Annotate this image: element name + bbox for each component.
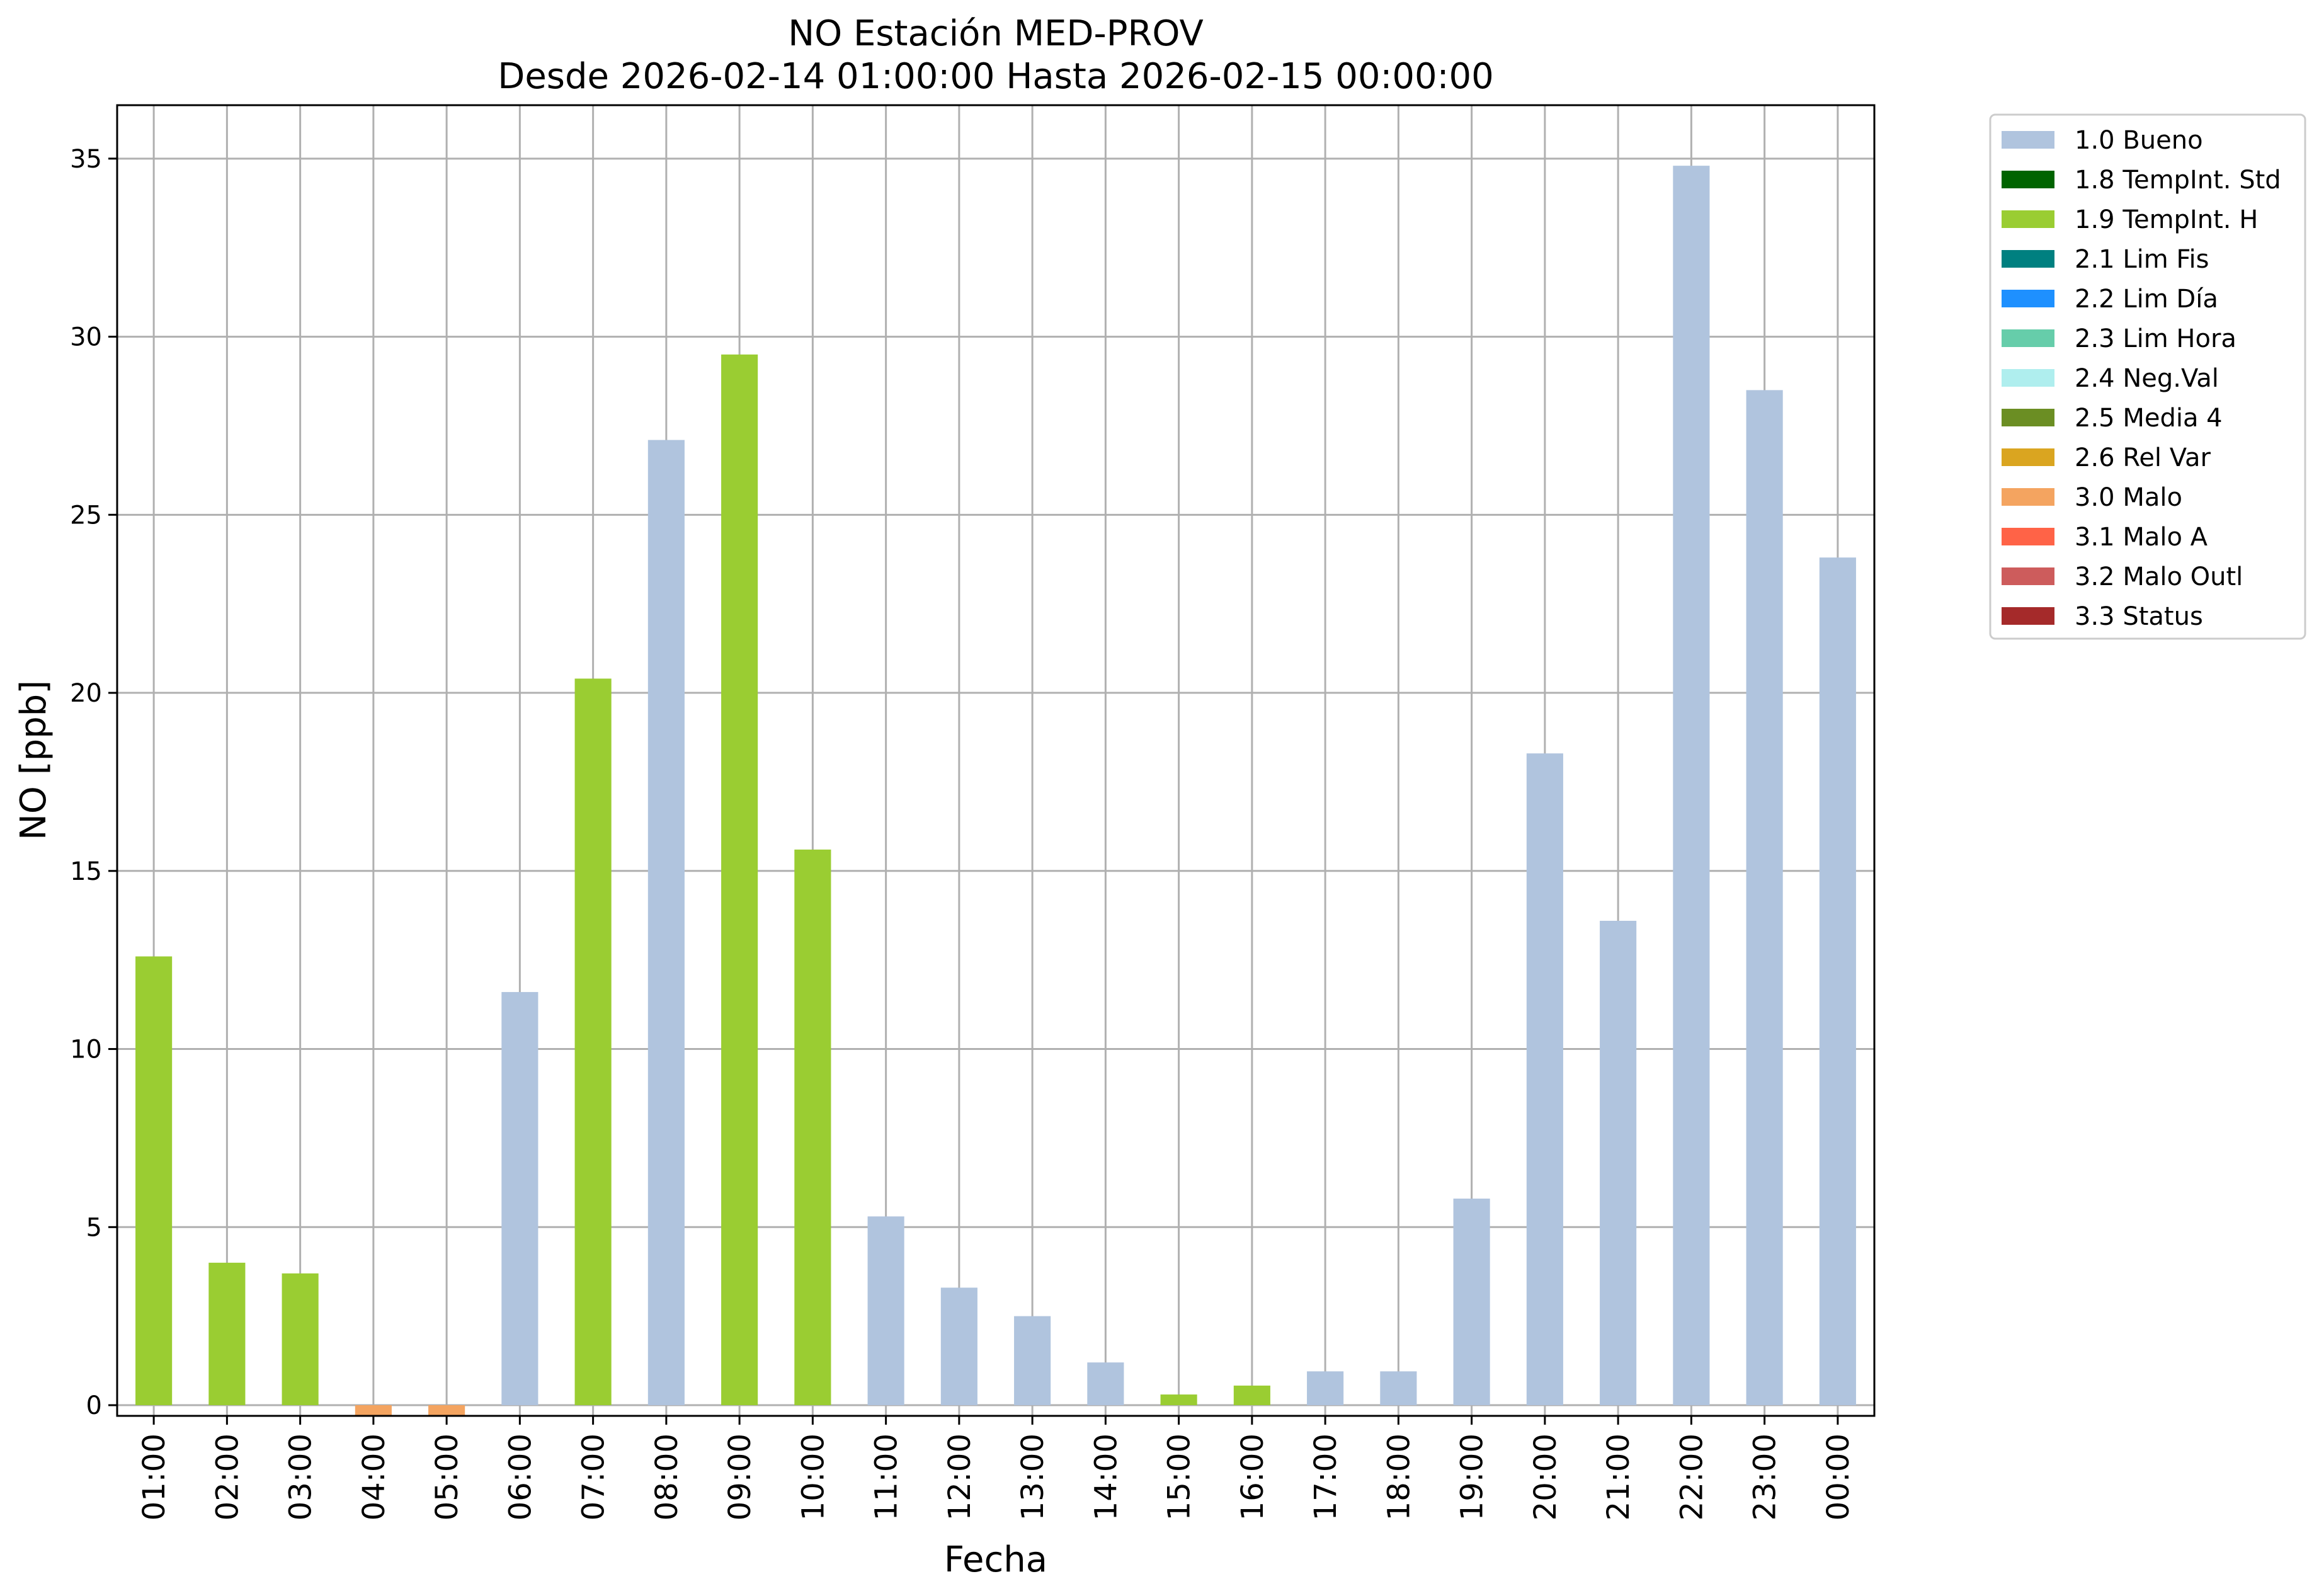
- x-tick-label: 02:00: [210, 1434, 245, 1520]
- bar-1300: [1014, 1316, 1051, 1406]
- legend-label: 3.3 Status: [2075, 602, 2203, 631]
- y-axis-label: NO [ppb]: [13, 680, 54, 840]
- y-tick-label: 30: [70, 323, 102, 352]
- chart-title: NO Estación MED-PROV: [788, 13, 1204, 54]
- bar-0700: [574, 678, 612, 1406]
- bar-1800: [1380, 1371, 1417, 1406]
- bar-2100: [1600, 920, 1637, 1406]
- y-tick-label: 15: [70, 857, 102, 886]
- legend-swatch: [2002, 409, 2054, 426]
- x-tick-label: 09:00: [722, 1434, 758, 1520]
- legend-swatch: [2002, 567, 2054, 585]
- x-tick-label: 16:00: [1235, 1434, 1270, 1520]
- bar-1400: [1087, 1362, 1124, 1406]
- legend-swatch: [2002, 329, 2054, 347]
- x-tick-label: 21:00: [1601, 1434, 1636, 1520]
- bar-0400: [355, 1405, 392, 1416]
- legend-swatch: [2002, 607, 2054, 625]
- legend-swatch: [2002, 528, 2054, 545]
- x-tick-label: 11:00: [869, 1434, 904, 1520]
- bar-0000: [1819, 557, 1856, 1406]
- y-tick-label: 35: [70, 145, 102, 174]
- legend-label: 2.3 Lim Hora: [2075, 324, 2236, 353]
- legend-swatch: [2002, 488, 2054, 506]
- x-tick-label: 07:00: [576, 1434, 612, 1520]
- legend-label: 2.5 Media 4: [2075, 404, 2223, 433]
- legend-label: 2.2 Lim Día: [2075, 285, 2218, 314]
- y-tick-label: 25: [70, 501, 102, 530]
- legend-swatch: [2002, 171, 2054, 188]
- bar-0100: [135, 956, 173, 1406]
- bar-0600: [501, 992, 538, 1406]
- x-tick-label: 10:00: [795, 1434, 831, 1520]
- bar-1200: [940, 1287, 977, 1406]
- x-tick-label: 05:00: [430, 1434, 465, 1520]
- legend-label: 2.1 Lim Fis: [2075, 245, 2209, 274]
- x-tick-label: 22:00: [1674, 1434, 1709, 1520]
- bar-1600: [1233, 1385, 1270, 1406]
- x-tick-label: 08:00: [649, 1434, 685, 1520]
- x-tick-label: 18:00: [1381, 1434, 1416, 1520]
- legend-swatch: [2002, 369, 2054, 387]
- x-tick-label: 13:00: [1015, 1434, 1051, 1520]
- bar-1500: [1160, 1394, 1197, 1406]
- bar-0900: [721, 354, 758, 1406]
- legend-label: 3.2 Malo Outl: [2075, 562, 2243, 591]
- legend-swatch: [2002, 290, 2054, 307]
- y-tick-label: 20: [70, 679, 102, 708]
- x-tick-label: 03:00: [283, 1434, 319, 1520]
- bar-2000: [1526, 753, 1563, 1406]
- x-axis-ticks: 01:00 02:00 03:00 04:00 05:00 06:00 07:00 08:00…: [137, 1416, 1856, 1520]
- legend-swatch: [2002, 448, 2054, 466]
- x-tick-label: 14:00: [1088, 1434, 1124, 1520]
- y-tick-label: 5: [86, 1213, 102, 1242]
- legend-label: 1.8 TempInt. Std: [2075, 166, 2281, 195]
- x-tick-label: 23:00: [1748, 1434, 1783, 1520]
- legend-frame: [1989, 113, 2306, 640]
- x-tick-label: 15:00: [1162, 1434, 1197, 1520]
- bar-1100: [867, 1216, 904, 1406]
- bar-1000: [794, 849, 831, 1406]
- legend-swatch: [2002, 210, 2054, 228]
- legend: 1.0 Bueno 1.8 TempInt. Std 1.9 TempInt. H 2…: [1989, 113, 2306, 640]
- bar-1700: [1307, 1371, 1344, 1406]
- bar-0800: [647, 440, 685, 1406]
- x-axis-label: Fecha: [944, 1539, 1047, 1580]
- bar-0200: [208, 1262, 246, 1406]
- legend-label: 3.1 Malo A: [2075, 523, 2208, 552]
- legend-label: 1.0 Bueno: [2075, 126, 2203, 155]
- bar-0500: [428, 1405, 465, 1416]
- x-tick-label: 19:00: [1455, 1434, 1490, 1520]
- legend-label: 2.4 Neg.Val: [2075, 364, 2219, 393]
- x-tick-label: 17:00: [1308, 1434, 1343, 1520]
- plot-frame: [116, 104, 1876, 1417]
- x-tick-label: 04:00: [356, 1434, 392, 1520]
- x-tick-label: 06:00: [503, 1434, 538, 1520]
- x-tick-label: 20:00: [1528, 1434, 1563, 1520]
- bar-1900: [1453, 1199, 1490, 1406]
- bars-group: [135, 166, 1856, 1416]
- legend-swatch: [2002, 131, 2054, 149]
- bar-2300: [1746, 390, 1783, 1406]
- chart-subtitle: Desde 2026-02-14 01:00:00 Hasta 2026-02-…: [498, 56, 1494, 97]
- y-axis-ticks: 0 5 10 15 20 25 30 35: [70, 145, 117, 1420]
- legend-label: 1.9 TempInt. H: [2075, 205, 2258, 234]
- y-tick-label: 0: [86, 1391, 102, 1420]
- x-tick-label: 12:00: [942, 1434, 977, 1520]
- x-tick-label: 01:00: [137, 1434, 172, 1520]
- x-tick-label: 00:00: [1821, 1434, 1856, 1520]
- bar-0300: [282, 1273, 319, 1406]
- y-tick-label: 10: [70, 1035, 102, 1064]
- bar-2200: [1673, 166, 1710, 1406]
- legend-label: 2.6 Rel Var: [2075, 443, 2211, 472]
- legend-label: 3.0 Malo: [2075, 483, 2182, 512]
- legend-swatch: [2002, 250, 2054, 268]
